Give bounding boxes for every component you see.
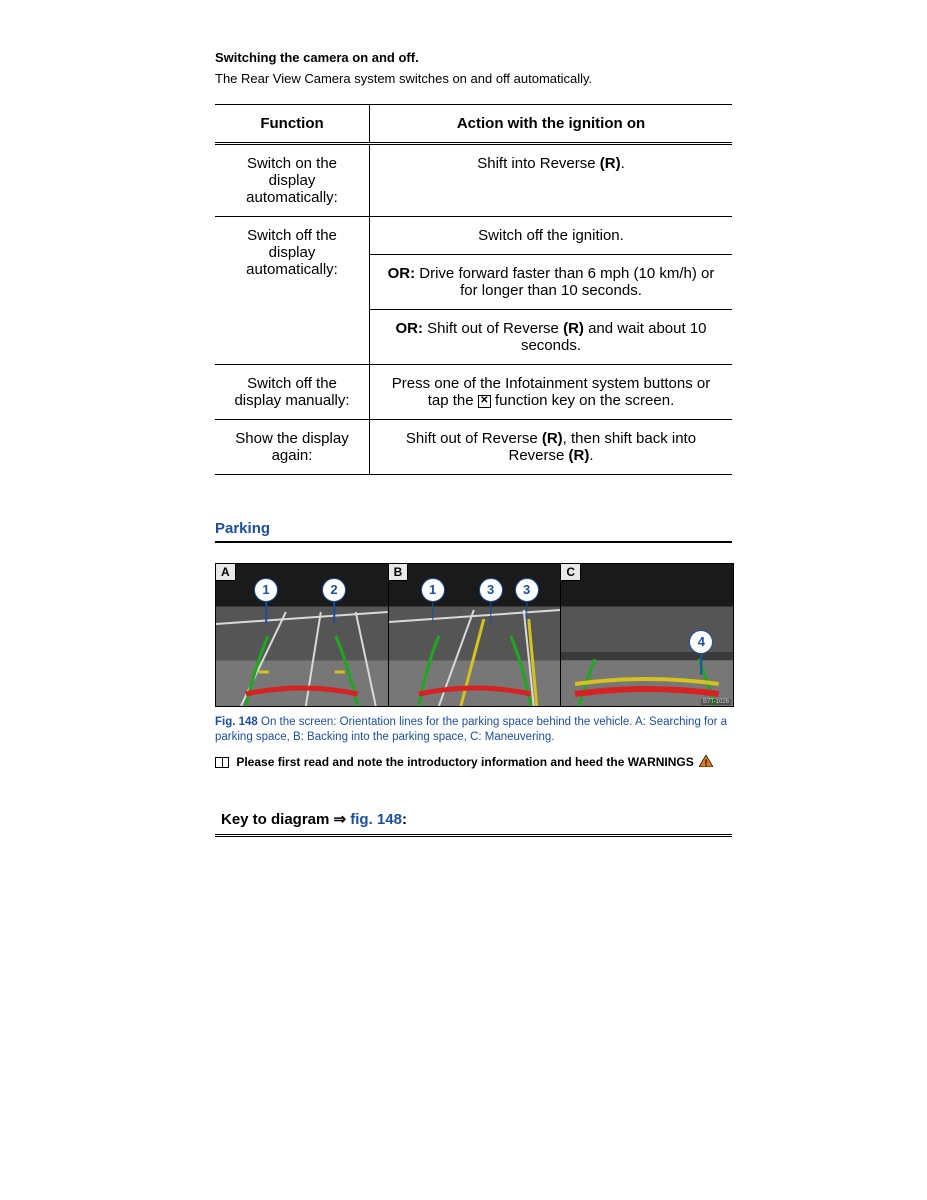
function-table: Function Action with the ignition on Swi… [215,104,732,475]
section-title: Switching the camera on and off. [215,50,732,65]
figure-caption: Fig. 148 On the screen: Orientation line… [215,715,732,745]
document-page: Switching the camera on and off. The Rea… [0,0,927,887]
row4-function: Show the display again: [215,420,370,475]
callout-a-2: 2 [322,578,346,602]
row2-action1: Switch off the ignition. [370,217,733,255]
warning-note: Please first read and note the introduct… [215,755,732,770]
key-to-diagram: Key to diagram ⇒ fig. 148: [215,810,732,837]
row3-action: Press one of the Infotainment system but… [370,365,733,420]
panel-label-a: A [216,564,236,581]
image-ref: B7T-1026 [701,699,731,705]
diagram-panel-c: C 4 B7T-1026 [561,564,733,706]
panel-a-svg [216,564,388,706]
close-function-key-icon: ✕ [478,395,491,408]
figure-label: Fig. 148 [215,716,258,728]
callout-b-3a: 3 [479,578,503,602]
book-icon [215,757,229,768]
callout-b-1: 1 [421,578,445,602]
svg-text:!: ! [705,758,708,767]
warning-triangle-icon: ! [699,755,713,770]
parking-diagram: A 1 2 [215,563,734,707]
row2-action3: OR: Shift out of Reverse (R) and wait ab… [370,310,733,365]
figure-reference-link[interactable]: fig. 148 [350,811,402,828]
panel-label-b: B [389,564,409,581]
th-function: Function [215,105,370,144]
row3-function: Switch off the display manually: [215,365,370,420]
row1-action: Shift into Reverse (R). [370,144,733,217]
row2-action2: OR: Drive forward faster than 6 mph (10 … [370,255,733,310]
row4-action: Shift out of Reverse (R), then shift bac… [370,420,733,475]
callout-a-1: 1 [254,578,278,602]
parking-heading: Parking [215,520,732,543]
row2-function: Switch off the display automatically: [215,217,370,365]
section-body: The Rear View Camera system switches on … [215,71,732,86]
th-action: Action with the ignition on [370,105,733,144]
panel-label-c: C [561,564,581,581]
diagram-panel-a: A 1 2 [216,564,389,706]
diagram-panel-b: B 1 3 3 [389,564,562,706]
callout-b-3b: 3 [515,578,539,602]
row1-function: Switch on the display automatically: [215,144,370,217]
